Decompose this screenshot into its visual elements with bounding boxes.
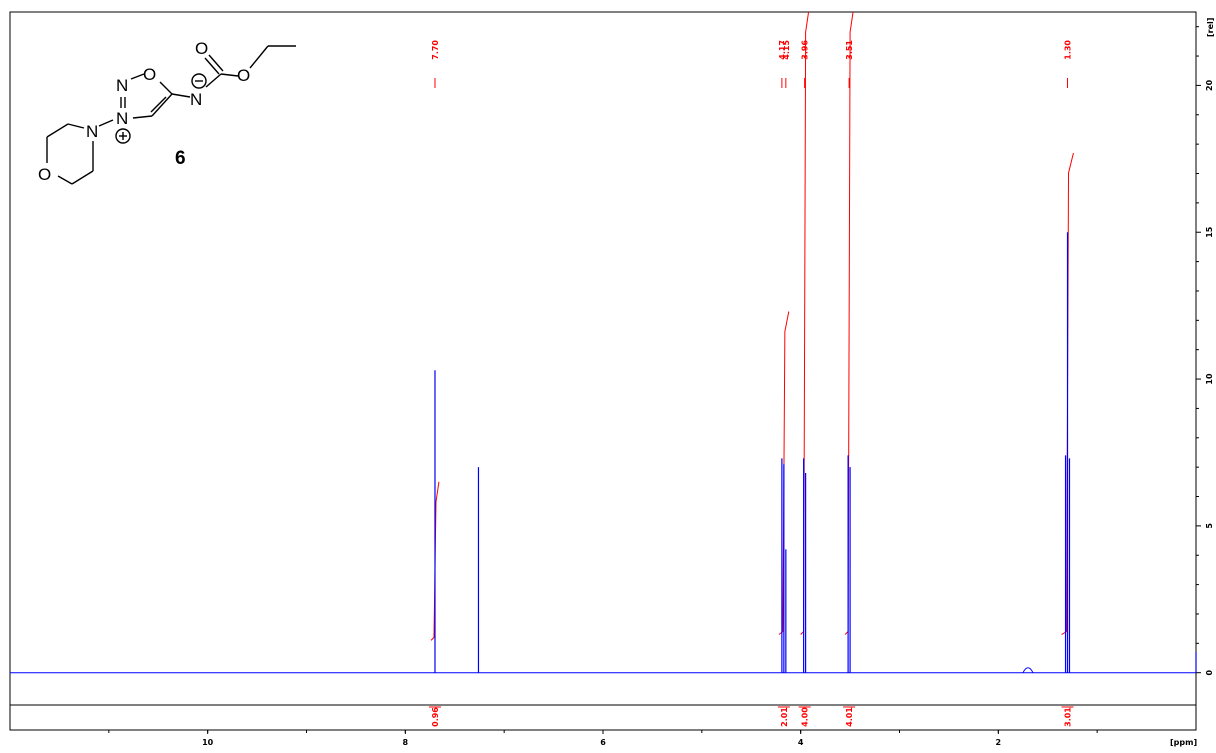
peak-label-text: 4.15 bbox=[782, 40, 791, 60]
integral-value-label: 4.00 bbox=[801, 707, 810, 727]
bond bbox=[204, 57, 220, 75]
bond bbox=[249, 45, 269, 69]
x-tick-label: 8 bbox=[403, 738, 409, 747]
negative-charge-circle bbox=[191, 73, 207, 89]
molecule-structure bbox=[46, 45, 296, 185]
atom-label-ring-n-top: N bbox=[116, 76, 128, 95]
integral-curve bbox=[800, 11, 810, 635]
y-tick-label: 5 bbox=[1205, 523, 1214, 529]
y-tick-label: 0 bbox=[1205, 669, 1214, 675]
integral-labels: 0.96 2.01 4.00 4.01 3.01 bbox=[428, 706, 1074, 727]
atom-label-ester-o: O bbox=[237, 66, 250, 85]
bond bbox=[171, 93, 191, 98]
atom-label-ring-n-bottom: N bbox=[116, 109, 128, 128]
bond bbox=[130, 73, 145, 80]
x-tick-label: 10 bbox=[202, 738, 214, 747]
peak-label-text: 4.17 bbox=[778, 40, 787, 60]
bond bbox=[46, 123, 69, 138]
x-axis-label: [ppm] bbox=[1170, 738, 1197, 747]
bond bbox=[159, 81, 173, 95]
atom-label-morpholine-n: N bbox=[86, 122, 98, 141]
plot-frame bbox=[9, 11, 1197, 731]
atom-label-ring-o: O bbox=[143, 65, 156, 84]
integral-value-label: 0.96 bbox=[431, 707, 440, 727]
integral-curve bbox=[844, 11, 854, 635]
x-axis-ticks: 10 8 6 4 2 bbox=[108, 730, 1098, 747]
x-tick-label: 4 bbox=[798, 738, 804, 747]
y-tick-label: 10 bbox=[1205, 373, 1214, 385]
bond bbox=[150, 96, 167, 113]
integral-value-label: 4.01 bbox=[845, 707, 854, 727]
x-tick-label: 6 bbox=[600, 738, 606, 747]
integral-value-label: 3.01 bbox=[1064, 707, 1073, 727]
bond bbox=[57, 175, 73, 185]
peak-label-text: 1.30 bbox=[1064, 40, 1073, 60]
bond bbox=[98, 119, 114, 127]
x-tick-label: 2 bbox=[996, 738, 1002, 747]
peak-label-text: 7.70 bbox=[431, 40, 440, 60]
peak-label-text: 3.51 bbox=[845, 40, 854, 60]
bond bbox=[71, 170, 94, 185]
atom-label-morpholine-o: O bbox=[38, 165, 51, 184]
atom-label-carbonyl-o: O bbox=[195, 39, 208, 58]
bond bbox=[208, 54, 224, 72]
bond bbox=[67, 123, 85, 129]
y-axis-ticks: 0 5 10 15 20 bbox=[1196, 26, 1214, 675]
atom-label-exo-n: N bbox=[190, 90, 202, 109]
y-axis-label: [rel] bbox=[1206, 18, 1215, 37]
y-tick-label: 15 bbox=[1205, 226, 1214, 238]
bond bbox=[151, 93, 173, 117]
peak-labels: 7.70 4.174.15 3.96 3.51 1.30 bbox=[431, 40, 1073, 88]
integral-value-label: 2.01 bbox=[780, 707, 789, 727]
bond bbox=[220, 73, 239, 77]
compound-number: 6 bbox=[175, 148, 186, 169]
y-tick-label: 20 bbox=[1205, 79, 1214, 91]
positive-charge-circle bbox=[115, 128, 131, 144]
spectrum-trace bbox=[10, 232, 1197, 674]
molecule-atoms: O O N N O N N O 6 bbox=[38, 39, 250, 184]
peak bbox=[1022, 667, 1034, 673]
peak-label-text: 3.96 bbox=[801, 40, 810, 60]
bond bbox=[205, 73, 222, 88]
integral-curves bbox=[430, 11, 1074, 641]
bond bbox=[132, 115, 153, 119]
